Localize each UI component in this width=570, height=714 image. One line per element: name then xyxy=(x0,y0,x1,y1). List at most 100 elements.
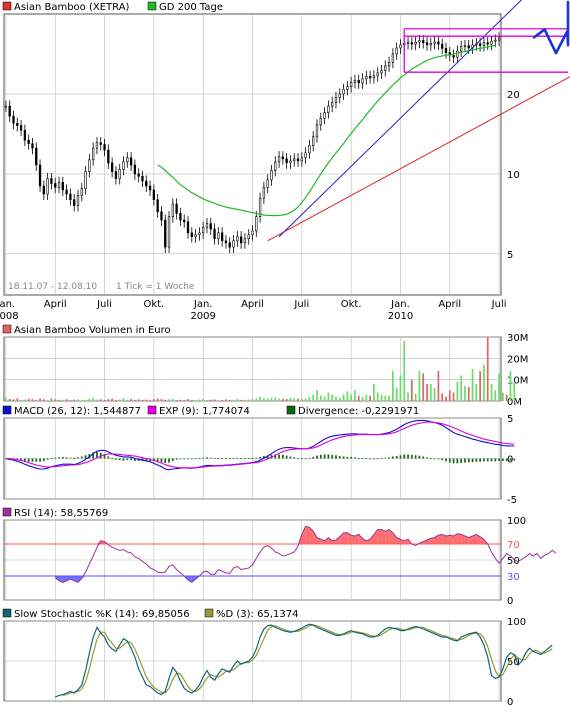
volume-bar xyxy=(122,398,125,401)
volume-bar xyxy=(376,392,379,401)
price-candle xyxy=(319,117,322,126)
divergence-bar xyxy=(244,458,246,459)
price-candle xyxy=(202,226,205,234)
price-candle xyxy=(107,149,110,164)
rsi-y-tick-label: 70 xyxy=(507,540,520,551)
divergence-bar xyxy=(50,458,53,459)
divergence-bar xyxy=(338,456,341,459)
rsi-overbought-fill xyxy=(347,532,352,544)
volume-bar xyxy=(388,395,390,401)
price-candle xyxy=(126,157,129,163)
rsi-overbought-fill xyxy=(468,536,473,544)
price-candle xyxy=(255,216,258,232)
rsi-overbought-fill xyxy=(309,527,314,544)
volume-bar xyxy=(107,399,110,401)
divergence-bar xyxy=(156,458,159,462)
divergence-bar xyxy=(209,457,212,459)
volume-bar xyxy=(479,371,481,401)
divergence-bar xyxy=(285,455,288,459)
rsi-overbought-fill xyxy=(464,536,469,544)
rsi-overbought-fill xyxy=(354,534,359,544)
divergence-bar xyxy=(31,458,34,462)
price-candle xyxy=(372,75,376,79)
divergence-bar xyxy=(221,458,224,459)
volume-bar xyxy=(194,400,197,401)
macd-y-tick-label: -5 xyxy=(507,495,517,506)
divergence-bar xyxy=(422,456,425,459)
divergence-bar xyxy=(54,457,57,459)
volume-bar xyxy=(24,399,26,401)
divergence-bar xyxy=(225,458,227,459)
divergence-bar xyxy=(35,458,38,462)
volume-bar xyxy=(164,399,167,401)
rsi-overbought-fill xyxy=(389,529,393,544)
volume-bar xyxy=(365,394,368,401)
volume-bar xyxy=(369,395,371,401)
divergence-bar xyxy=(77,457,79,459)
x-tick-label: Jan. xyxy=(0,299,15,310)
divergence-bar xyxy=(255,457,258,459)
volume-bar xyxy=(259,396,261,401)
divergence-bar xyxy=(259,456,261,459)
volume-bar xyxy=(187,399,189,401)
divergence-bar xyxy=(429,458,432,459)
price-candle xyxy=(460,46,463,52)
divergence-bar xyxy=(357,458,360,459)
volume-bar xyxy=(179,399,182,401)
divergence-bar xyxy=(350,456,352,459)
volume-bar xyxy=(198,399,201,401)
uptrend-line xyxy=(278,0,523,238)
divergence-bar xyxy=(46,458,49,460)
rsi-legend xyxy=(2,507,12,517)
macd-legend-swatch xyxy=(2,405,12,415)
volume-bar xyxy=(137,399,140,401)
price-candle xyxy=(482,42,486,46)
price-candle xyxy=(308,145,311,154)
price-candle xyxy=(349,82,353,87)
volume-bar xyxy=(342,394,345,401)
volume-bar xyxy=(464,386,466,401)
rsi-overbought-fill xyxy=(351,535,355,544)
divergence-bar xyxy=(395,456,398,459)
volume-bar xyxy=(278,398,280,401)
date-range-label: 18.11.07 - 12.08.10 xyxy=(8,282,97,292)
volume-bar xyxy=(145,399,148,401)
volume-bar xyxy=(509,371,512,401)
rsi-overbought-fill xyxy=(423,540,428,544)
volume-bar xyxy=(414,393,417,401)
forecast-line xyxy=(532,0,570,55)
volume-bar xyxy=(240,399,242,401)
rsi-overbought-fill xyxy=(324,537,329,544)
price-candle xyxy=(19,125,23,131)
volume-bar xyxy=(293,398,296,401)
macd-legend xyxy=(2,405,296,415)
x-tick-year-label: 2010 xyxy=(388,311,413,322)
divergence-bar xyxy=(80,456,83,459)
rsi-overbought-fill xyxy=(385,529,390,544)
divergence-bar xyxy=(92,452,95,459)
support-trend-line xyxy=(267,76,570,242)
volume-bar xyxy=(403,341,406,401)
volume-bar xyxy=(217,400,220,401)
volume-bar xyxy=(392,371,394,401)
rsi-overbought-fill xyxy=(328,537,333,544)
divergence-bar xyxy=(388,457,390,459)
volume-legend-label: Asian Bamboo Volumen in Euro xyxy=(14,325,171,336)
price-candle xyxy=(205,223,209,228)
volume-bar xyxy=(285,399,288,401)
volume-bar xyxy=(16,398,19,401)
divergence-bar xyxy=(115,458,117,460)
price-candle xyxy=(76,195,80,206)
divergence-bar xyxy=(69,457,72,459)
divergence-bar xyxy=(20,458,22,461)
volume-bar xyxy=(251,398,254,401)
x-tick-year-label: 2009 xyxy=(190,311,215,322)
price-candle xyxy=(425,42,429,46)
rsi-overbought-fill xyxy=(457,533,462,544)
rsi-overbought-fill xyxy=(430,537,435,544)
volume-y-tick-label: 0M xyxy=(507,397,522,408)
price-candle xyxy=(84,171,87,189)
rsi-y-tick-label: 50 xyxy=(507,556,520,567)
price-candle xyxy=(69,193,72,200)
price-candle xyxy=(304,152,307,159)
